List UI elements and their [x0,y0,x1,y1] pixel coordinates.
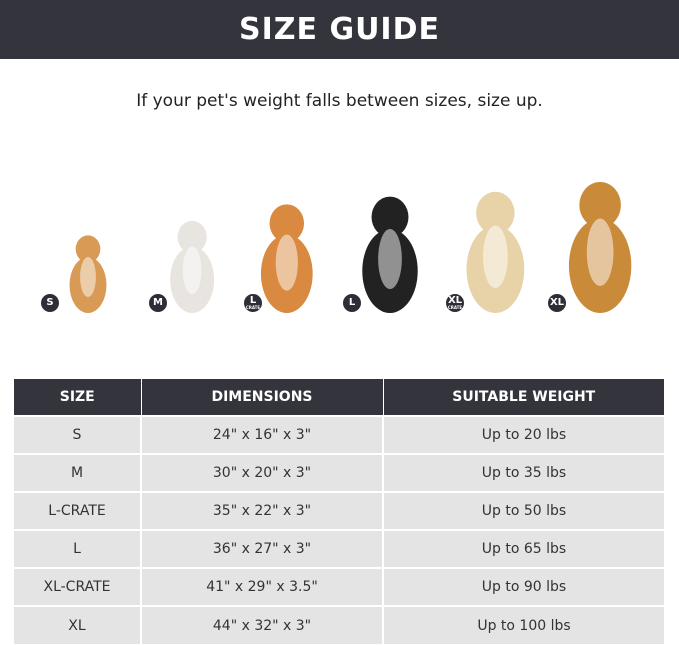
dog-image [568,182,632,313]
size-cell: L [14,529,142,568]
table-row: M 30" x 20" x 3" Up to 35 lbs [14,453,664,492]
size-badge: L CRATE [243,293,263,313]
header-size: SIZE [14,379,142,416]
size-cell: S [14,415,142,454]
badge-label: L [249,295,257,306]
badge-label: S [46,297,54,308]
size-table: SIZE DIMENSIONS SUITABLE WEIGHT S 24" x 1… [14,379,664,644]
dimensions-cell: 35" x 22" x 3" [141,491,384,530]
dimensions-cell: 24" x 16" x 3" [141,415,384,454]
dog-image [362,196,418,313]
size-cell: XL [14,605,142,644]
size-badge: XL [547,293,567,313]
size-up-note: If your pet's weight falls between sizes… [136,91,543,111]
dimensions-cell: 36" x 27" x 3" [141,529,384,568]
table-row: S 24" x 16" x 3" Up to 20 lbs [14,415,664,454]
header-weight: SUITABLE WEIGHT [383,379,664,416]
badge-label: XL [447,295,463,306]
table-header-row: SIZE DIMENSIONS SUITABLE WEIGHT [14,379,664,416]
header-dimensions: DIMENSIONS [141,379,384,416]
weight-cell: Up to 90 lbs [383,567,664,606]
dog-image [69,235,107,313]
dimensions-cell: 30" x 20" x 3" [141,453,384,492]
badge-label: M [153,297,163,308]
size-badge: M [148,293,168,313]
weight-cell: Up to 100 lbs [383,605,664,644]
badge-label: XL [549,297,565,308]
weight-cell: Up to 35 lbs [383,453,664,492]
table-row: XL 44" x 32" x 3" Up to 100 lbs [14,605,664,644]
size-cell: L-CRATE [14,491,142,530]
dog-image [466,191,524,313]
size-cell: M [14,453,142,492]
table-row: XL-CRATE 41" x 29" x 3.5" Up to 90 lbs [14,567,664,606]
size-badge: XL CRATE [445,293,465,313]
size-badge: S [40,293,60,313]
badge-sublabel: CRATE [245,305,261,310]
weight-cell: Up to 50 lbs [383,491,664,530]
badge-label: L [348,297,356,308]
size-cell: XL-CRATE [14,567,142,606]
size-badge: L [342,293,362,313]
weight-cell: Up to 65 lbs [383,529,664,568]
size-guide-title: SIZE GUIDE [0,0,679,59]
dog-image [261,204,313,313]
dog-lineup: S M L CRATE L XL CRATE XL [0,170,679,320]
dimensions-cell: 41" x 29" x 3.5" [141,567,384,606]
table-row: L-CRATE 35" x 22" x 3" Up to 50 lbs [14,491,664,530]
dimensions-cell: 44" x 32" x 3" [141,605,384,644]
badge-sublabel: CRATE [447,305,463,310]
weight-cell: Up to 20 lbs [383,415,664,454]
dog-image [170,220,214,313]
table-row: L 36" x 27" x 3" Up to 65 lbs [14,529,664,568]
